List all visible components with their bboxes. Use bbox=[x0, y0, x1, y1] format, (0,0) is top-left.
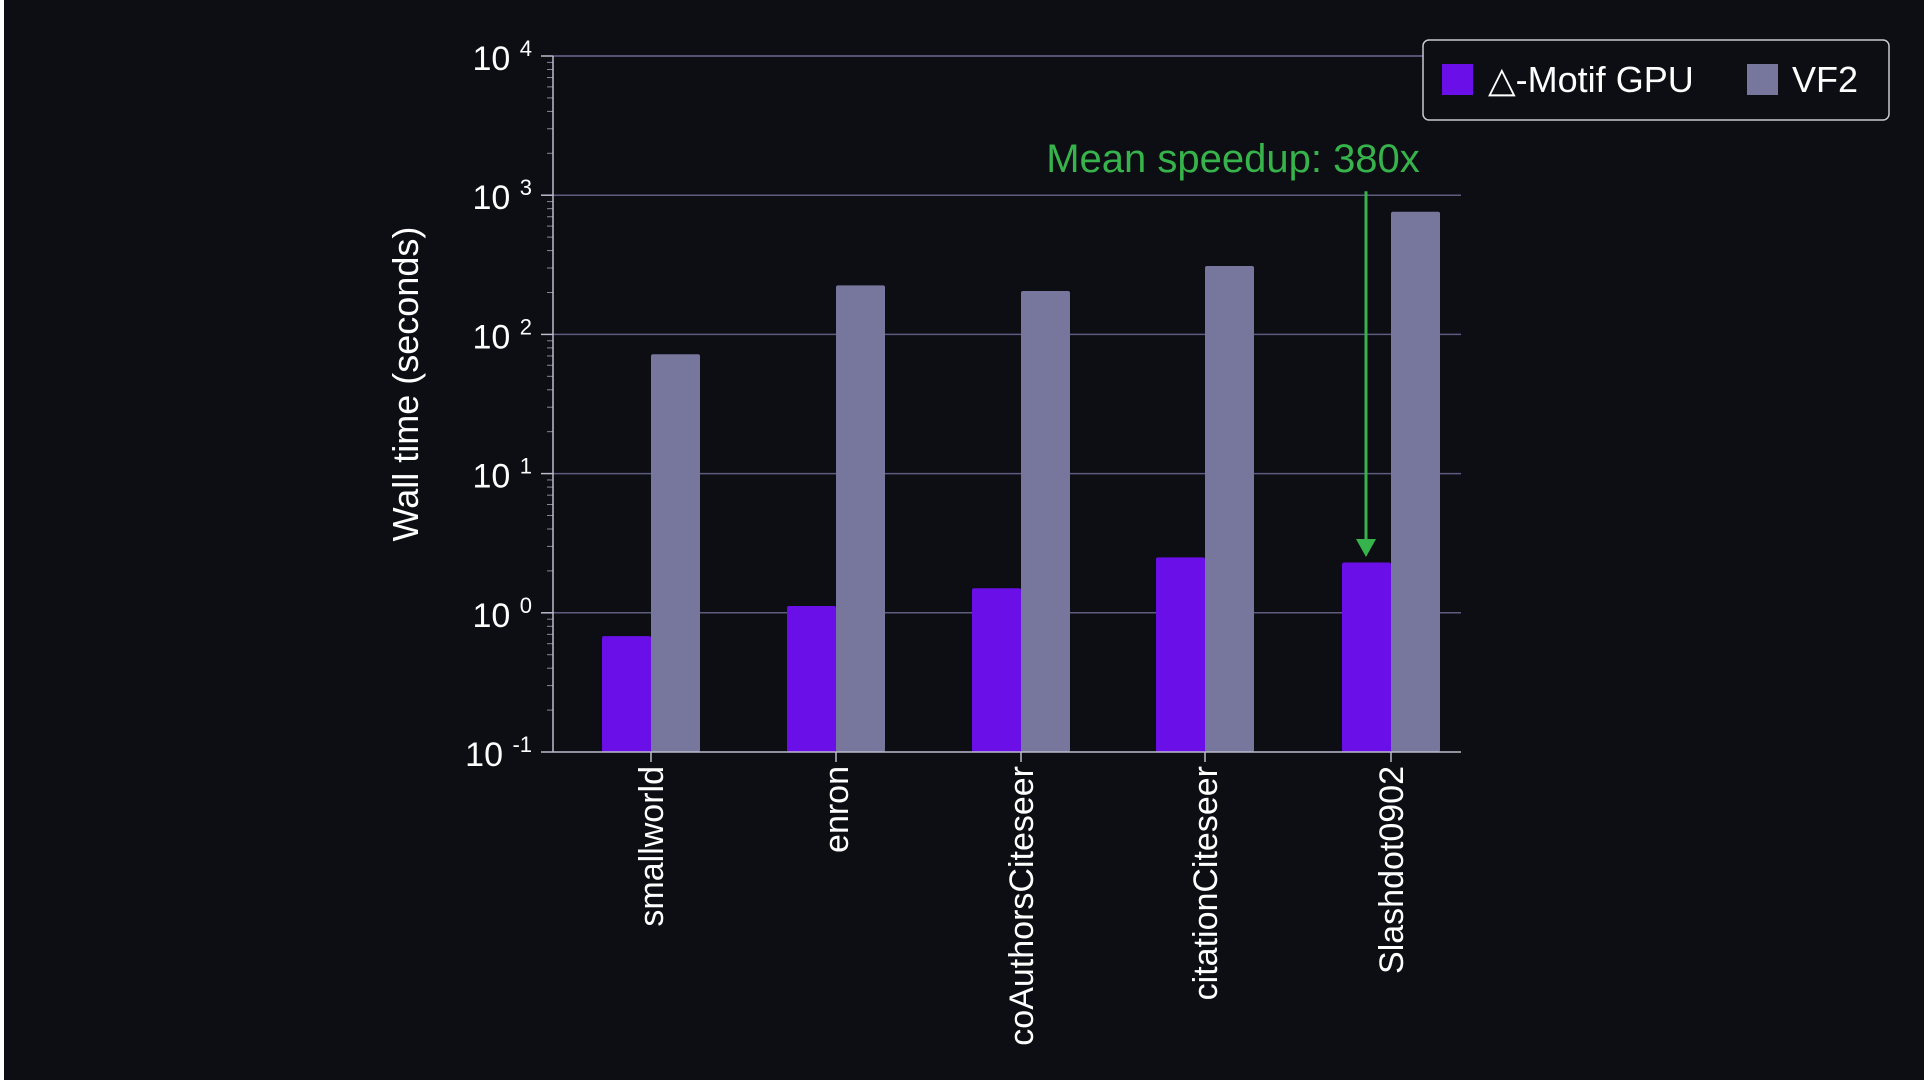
y-tick-labels: 10 -1 10 0 10 1 10 2 10 3 10 4 bbox=[465, 36, 532, 774]
legend-label-vf2: VF2 bbox=[1792, 59, 1858, 100]
bar-vf2-smallworld bbox=[651, 354, 700, 752]
y-tick-label: 10 2 bbox=[472, 314, 532, 356]
y-axis-label: Wall time (seconds) bbox=[385, 227, 426, 542]
bar-motif-gpu-slashdot0902 bbox=[1342, 562, 1391, 752]
x-tick-label: coAuthorsCiteseer bbox=[1003, 766, 1041, 1046]
y-tick-label: 10 0 bbox=[472, 593, 532, 635]
bar-chart: 10 -1 10 0 10 1 10 2 10 3 10 4 smallworld enro… bbox=[385, 36, 1890, 1046]
annotation-arrow-head bbox=[1356, 539, 1376, 558]
legend: △-Motif GPU VF2 bbox=[1422, 39, 1890, 121]
legend-swatch-motif-gpu bbox=[1442, 64, 1473, 95]
bar-vf2-slashdot0902 bbox=[1391, 211, 1440, 752]
annotation-text: Mean speedup: 380x bbox=[1046, 137, 1420, 181]
bar-vf2-coauthorsciteseer bbox=[1021, 291, 1070, 752]
x-tick-label: citationCiteseer bbox=[1187, 766, 1225, 1000]
bar-motif-gpu-coauthorsciteseer bbox=[972, 588, 1021, 752]
y-tick-label: 10 3 bbox=[472, 175, 532, 217]
bars bbox=[602, 211, 1440, 752]
legend-box bbox=[1422, 39, 1890, 121]
bar-vf2-enron bbox=[836, 285, 885, 752]
y-tick-label: 10 4 bbox=[472, 36, 532, 78]
x-tick-label: smallworld bbox=[633, 766, 671, 927]
y-tick-label: 10 1 bbox=[472, 454, 532, 496]
bar-motif-gpu-enron bbox=[787, 605, 836, 752]
x-tick-labels: smallworld enron coAuthorsCiteseer citation… bbox=[633, 766, 1411, 1046]
bar-motif-gpu-smallworld bbox=[602, 636, 651, 752]
bar-vf2-citationciteseer bbox=[1205, 266, 1254, 752]
chart-frame: 10 -1 10 0 10 1 10 2 10 3 10 4 smallworld enro… bbox=[4, 0, 1924, 1080]
legend-swatch-vf2 bbox=[1747, 64, 1778, 95]
x-tick-label: enron bbox=[818, 766, 856, 853]
bar-motif-gpu-citationciteseer bbox=[1156, 557, 1205, 752]
x-tick-label: Slashdot0902 bbox=[1373, 766, 1411, 974]
speedup-annotation: Mean speedup: 380x bbox=[1046, 137, 1420, 558]
legend-label-motif-gpu: △-Motif GPU bbox=[1488, 59, 1694, 100]
axes bbox=[541, 55, 1461, 762]
y-tick-label: 10 -1 bbox=[465, 732, 532, 774]
grid-lines bbox=[553, 55, 1461, 614]
